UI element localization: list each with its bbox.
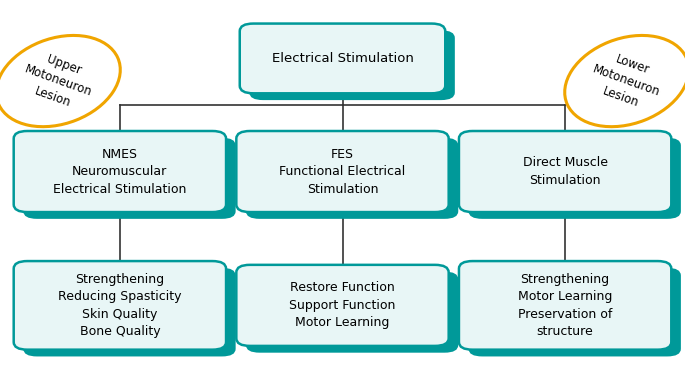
Text: Restore Function
Support Function
Motor Learning: Restore Function Support Function Motor … xyxy=(289,281,396,329)
FancyBboxPatch shape xyxy=(246,138,458,219)
Ellipse shape xyxy=(0,35,121,127)
Text: Strengthening
Reducing Spasticity
Skin Quality
Bone Quality: Strengthening Reducing Spasticity Skin Q… xyxy=(58,273,182,338)
Text: NMES
Neuromuscular
Electrical Stimulation: NMES Neuromuscular Electrical Stimulatio… xyxy=(53,147,186,196)
Text: Electrical Stimulation: Electrical Stimulation xyxy=(271,52,414,65)
FancyBboxPatch shape xyxy=(469,268,681,357)
FancyBboxPatch shape xyxy=(469,138,681,219)
Text: Strengthening
Motor Learning
Preservation of
structure: Strengthening Motor Learning Preservatio… xyxy=(518,273,612,338)
FancyBboxPatch shape xyxy=(23,138,236,219)
Text: Lower
Motoneuron
Lesion: Lower Motoneuron Lesion xyxy=(586,47,668,115)
FancyBboxPatch shape xyxy=(14,261,226,350)
Text: Upper
Motoneuron
Lesion: Upper Motoneuron Lesion xyxy=(17,47,99,115)
Text: Direct Muscle
Stimulation: Direct Muscle Stimulation xyxy=(523,156,608,187)
Ellipse shape xyxy=(564,35,685,127)
FancyBboxPatch shape xyxy=(459,131,671,212)
FancyBboxPatch shape xyxy=(14,131,226,212)
FancyBboxPatch shape xyxy=(236,265,449,346)
FancyBboxPatch shape xyxy=(459,261,671,350)
FancyBboxPatch shape xyxy=(240,23,445,93)
FancyBboxPatch shape xyxy=(246,271,458,353)
FancyBboxPatch shape xyxy=(236,131,449,212)
FancyBboxPatch shape xyxy=(23,268,236,357)
FancyBboxPatch shape xyxy=(249,31,455,100)
Text: FES
Functional Electrical
Stimulation: FES Functional Electrical Stimulation xyxy=(279,147,406,196)
